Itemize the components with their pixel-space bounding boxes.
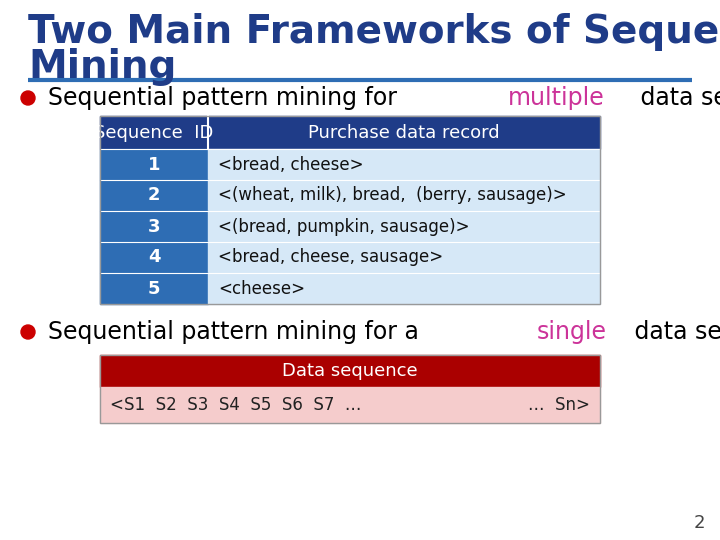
- Text: Sequential pattern mining for: Sequential pattern mining for: [48, 86, 405, 110]
- Text: 2: 2: [693, 514, 705, 532]
- Text: Data sequence: Data sequence: [282, 362, 418, 380]
- Text: <cheese>: <cheese>: [218, 280, 305, 298]
- Text: data sequences: data sequences: [633, 86, 720, 110]
- Text: Sequence  ID: Sequence ID: [94, 124, 214, 141]
- Bar: [208, 149, 600, 180]
- Bar: [100, 387, 600, 423]
- Bar: [100, 273, 208, 304]
- Text: 4: 4: [148, 248, 161, 267]
- Text: data sequence: data sequence: [626, 320, 720, 344]
- Bar: [100, 211, 208, 242]
- Text: 1: 1: [148, 156, 161, 173]
- Bar: [100, 355, 600, 387]
- Bar: [100, 116, 600, 304]
- Text: multiple: multiple: [508, 86, 605, 110]
- Bar: [100, 180, 208, 211]
- Text: Mining: Mining: [28, 48, 176, 86]
- Text: <bread, cheese>: <bread, cheese>: [218, 156, 364, 173]
- Bar: [100, 355, 600, 423]
- Bar: [100, 149, 208, 180]
- Text: Sequential pattern mining for a: Sequential pattern mining for a: [48, 320, 426, 344]
- Text: <bread, cheese, sausage>: <bread, cheese, sausage>: [218, 248, 444, 267]
- Circle shape: [21, 91, 35, 105]
- Bar: [100, 116, 600, 149]
- Text: …  Sn>: … Sn>: [528, 396, 590, 414]
- Text: <(wheat, milk), bread,  (berry, sausage)>: <(wheat, milk), bread, (berry, sausage)>: [218, 186, 567, 205]
- Text: 3: 3: [148, 218, 161, 235]
- Text: single: single: [536, 320, 606, 344]
- Text: <(bread, pumpkin, sausage)>: <(bread, pumpkin, sausage)>: [218, 218, 469, 235]
- Text: Purchase data record: Purchase data record: [308, 124, 500, 141]
- Bar: [208, 273, 600, 304]
- Text: 2: 2: [148, 186, 161, 205]
- Circle shape: [21, 325, 35, 339]
- Text: Two Main Frameworks of Sequential: Two Main Frameworks of Sequential: [28, 13, 720, 51]
- Bar: [208, 211, 600, 242]
- Bar: [208, 180, 600, 211]
- Text: 5: 5: [148, 280, 161, 298]
- Bar: [208, 242, 600, 273]
- Text: <S1  S2  S3  S4  S5  S6  S7  …: <S1 S2 S3 S4 S5 S6 S7 …: [110, 396, 361, 414]
- Bar: [100, 242, 208, 273]
